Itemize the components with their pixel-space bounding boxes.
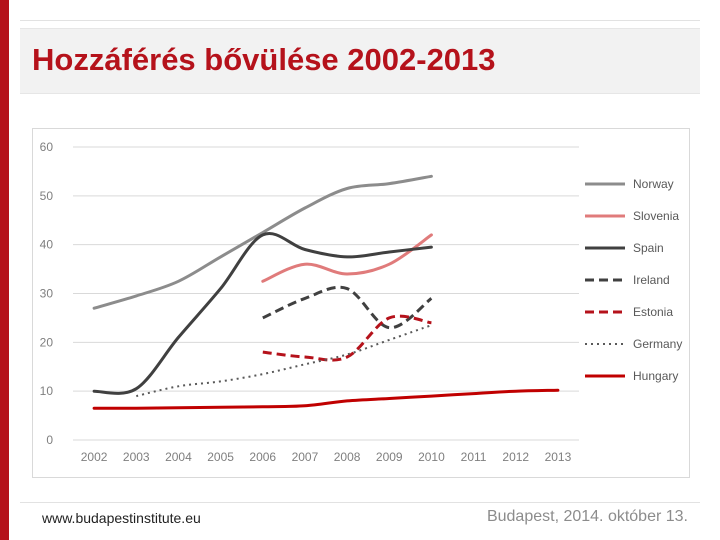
x-tick-label: 2012 <box>502 450 529 464</box>
y-tick-label: 50 <box>40 189 54 203</box>
y-tick-label: 10 <box>40 384 54 398</box>
footer-website: www.budapestinstitute.eu <box>42 510 201 526</box>
top-divider <box>20 20 700 21</box>
x-tick-label: 2006 <box>249 450 276 464</box>
accent-bar <box>0 0 9 540</box>
y-tick-label: 30 <box>40 287 54 301</box>
series-line-ireland <box>262 285 433 330</box>
legend-label-spain: Spain <box>633 241 664 255</box>
y-tick-label: 40 <box>40 238 54 252</box>
legend-label-germany: Germany <box>633 337 682 351</box>
legend-label-slovenia: Slovenia <box>633 209 679 223</box>
legend-label-norway: Norway <box>633 177 674 191</box>
legend-label-ireland: Ireland <box>633 273 670 287</box>
footer-date: Budapest, 2014. október 13. <box>486 508 688 525</box>
x-tick-label: 2011 <box>461 450 487 464</box>
footer-divider <box>20 502 700 503</box>
chart-frame: 0 10 20 30 40 50 60 2002 2003 2004 2005 2006 2007 200… <box>32 128 690 478</box>
x-tick-label: 2007 <box>292 450 319 464</box>
legend-label-hungary: Hungary <box>633 369 678 383</box>
series-line-slovenia <box>261 233 433 283</box>
series-line-norway <box>92 174 433 310</box>
legend-label-estonia: Estonia <box>633 305 673 319</box>
x-tick-label: 2003 <box>123 450 150 464</box>
x-tick-label: 2005 <box>207 450 234 464</box>
y-tick-label: 0 <box>46 433 53 447</box>
series-line-hungary <box>92 388 560 410</box>
x-tick-label: 2010 <box>418 450 445 464</box>
y-tick-label: 20 <box>40 335 54 349</box>
line-chart: 0 10 20 30 40 50 60 2002 2003 2004 2005 2006 2007 200… <box>40 140 683 464</box>
x-tick-label: 2004 <box>165 450 192 464</box>
x-tick-label: 2002 <box>81 450 108 464</box>
title-band: Hozzáférés bővülése 2002-2013 <box>20 28 700 94</box>
slide-title: Hozzáférés bővülése 2002-2013 <box>32 42 496 77</box>
x-tick-label: 2008 <box>334 450 361 464</box>
series-line-spain <box>92 232 433 395</box>
y-tick-label: 60 <box>40 140 54 154</box>
series-line-germany <box>136 324 432 398</box>
series-line-estonia <box>262 314 432 362</box>
x-tick-label: 2013 <box>545 450 572 464</box>
x-tick-label: 2009 <box>376 450 403 464</box>
